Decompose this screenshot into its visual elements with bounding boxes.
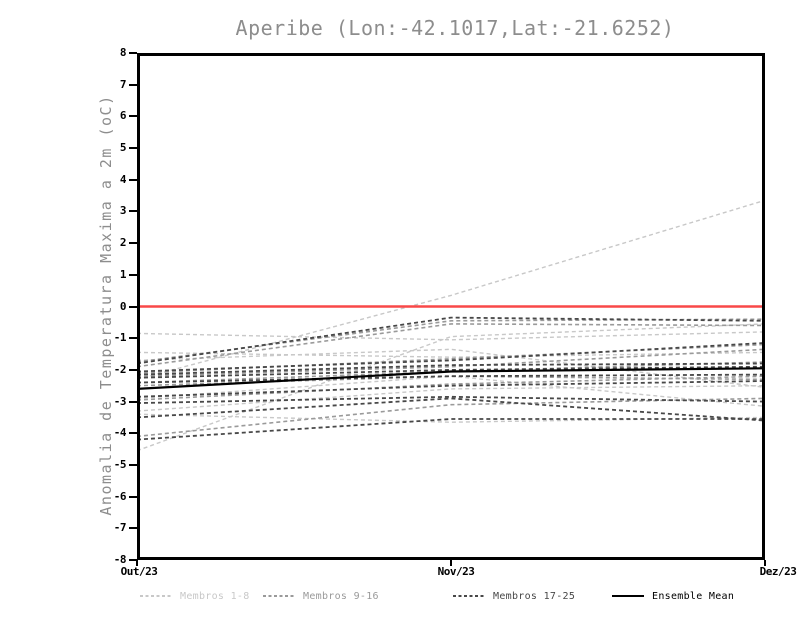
legend-label: Ensemble Mean <box>652 590 735 602</box>
ensemble-mean-line <box>137 367 765 390</box>
legend-line-sample <box>453 595 485 597</box>
legend-item-2: Membros 17-25 <box>453 590 575 602</box>
legend-item-1: Membros 9-16 <box>263 590 379 602</box>
plot-lines-svg <box>137 199 765 452</box>
y-tick-label: -3 <box>113 394 127 408</box>
y-tick-mark <box>129 432 137 435</box>
legend-line-sample <box>140 595 172 597</box>
member-line-membro-9 <box>137 318 765 363</box>
y-tick-label: 4 <box>119 172 127 186</box>
y-tick-mark <box>129 210 137 213</box>
y-tick-mark <box>129 337 137 340</box>
legend-label: Membros 17-25 <box>493 590 576 602</box>
y-tick-label: -8 <box>113 553 127 566</box>
legend-item-3: Ensemble Mean <box>612 590 734 602</box>
x-tick-mark <box>136 560 138 566</box>
member-line-membro-17 <box>137 316 765 365</box>
member-line-membro-1 <box>137 331 765 341</box>
y-tick-label: 6 <box>119 109 127 123</box>
y-tick-label: 5 <box>119 141 127 155</box>
y-tick-mark <box>129 273 137 276</box>
member-line-membro-5 <box>137 385 765 412</box>
y-tick-mark <box>129 147 137 150</box>
y-tick-label: 3 <box>119 204 127 218</box>
y-tick-label: -6 <box>113 489 127 503</box>
y-tick-mark <box>129 178 137 181</box>
y-tick-label: 1 <box>119 267 127 281</box>
member-line-membro-3 <box>137 199 765 381</box>
y-tick-mark <box>129 368 137 371</box>
y-tick-mark <box>129 463 137 466</box>
x-tick-mark <box>450 560 452 566</box>
y-tick-mark <box>129 305 137 308</box>
y-tick-label: -2 <box>113 362 127 376</box>
y-tick-mark <box>129 52 137 54</box>
y-tick-label: -1 <box>113 331 127 345</box>
x-tick-label-dez-23: Dez/23 <box>759 565 797 578</box>
y-tick-mark <box>129 495 137 498</box>
x-tick-mark <box>764 560 766 566</box>
y-tick-label: -4 <box>113 426 127 440</box>
legend-item-0: Membros 1-8 <box>140 590 250 602</box>
member-line-membro-25 <box>137 418 765 441</box>
x-tick-label-out-23: Out/23 <box>120 565 158 578</box>
x-tick-label-nov-23: Nov/23 <box>437 565 475 578</box>
member-line-membro-6 <box>137 348 765 388</box>
legend-line-sample <box>612 595 644 597</box>
y-tick-mark <box>129 527 137 530</box>
legend-label: Membros 1-8 <box>180 590 250 602</box>
y-tick-label: 0 <box>119 299 127 313</box>
y-tick-label: 8 <box>119 46 127 59</box>
y-tick-label: -7 <box>113 521 127 535</box>
y-tick-mark <box>129 559 137 561</box>
y-tick-mark <box>129 242 137 245</box>
chart-title: Aperibe (Lon:-42.1017,Lat:-21.6252) <box>235 16 675 40</box>
y-tick-mark <box>129 400 137 403</box>
member-line-membro-16 <box>137 397 765 438</box>
member-line-membro-8 <box>137 375 765 407</box>
y-tick-label: 7 <box>119 77 127 91</box>
legend-label: Membros 9-16 <box>303 590 379 602</box>
y-tick-label: -5 <box>113 457 127 471</box>
legend-line-sample <box>263 595 295 597</box>
y-tick-label: 2 <box>119 236 127 250</box>
y-tick-mark <box>129 115 137 118</box>
member-line-membro-10 <box>137 323 765 368</box>
y-tick-mark <box>129 83 137 86</box>
